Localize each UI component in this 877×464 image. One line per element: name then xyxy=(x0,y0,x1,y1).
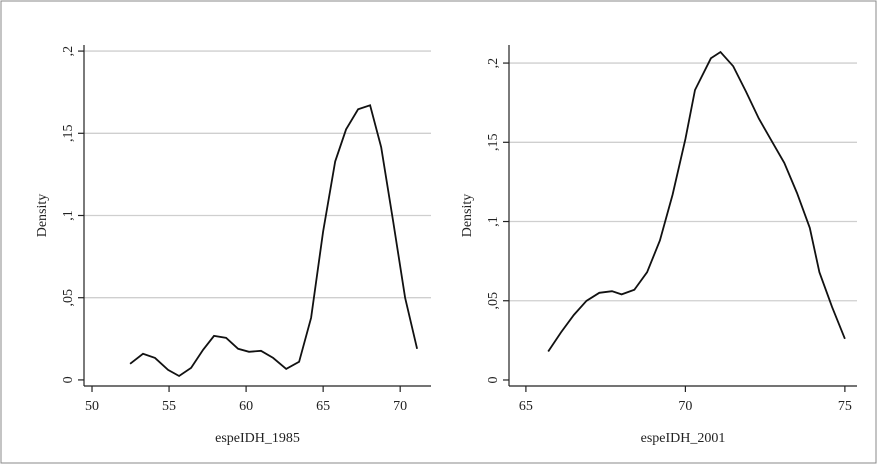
y-tick-label: ,1 xyxy=(486,216,501,227)
y-axis-label: Density xyxy=(460,194,475,238)
y-tick-label: ,05 xyxy=(486,292,501,310)
y-tick-label: ,05 xyxy=(61,289,76,307)
y-tick-label: 0 xyxy=(486,376,501,383)
density-line xyxy=(129,104,418,378)
x-tick-label: 55 xyxy=(162,399,176,414)
density-line xyxy=(547,50,846,353)
y-tick-label: ,2 xyxy=(61,46,76,57)
x-tick-label: 50 xyxy=(85,399,99,414)
x-axis-label: espeIDH_2001 xyxy=(641,431,726,446)
y-tick-label: ,2 xyxy=(486,58,501,69)
y-tick-label: ,1 xyxy=(61,210,76,221)
y-axis-label: Density xyxy=(35,194,50,238)
x-tick-label: 75 xyxy=(838,399,852,414)
x-tick-label: 70 xyxy=(678,399,692,414)
x-tick-label: 60 xyxy=(239,399,253,414)
x-tick-label: 70 xyxy=(393,399,407,414)
y-tick-label: 0 xyxy=(61,376,76,383)
x-axis-label: espeIDH_1985 xyxy=(215,431,300,446)
x-tick-label: 65 xyxy=(316,399,330,414)
x-tick-label: 65 xyxy=(519,399,533,414)
y-tick-label: ,15 xyxy=(61,125,76,143)
y-tick-label: ,15 xyxy=(486,134,501,152)
